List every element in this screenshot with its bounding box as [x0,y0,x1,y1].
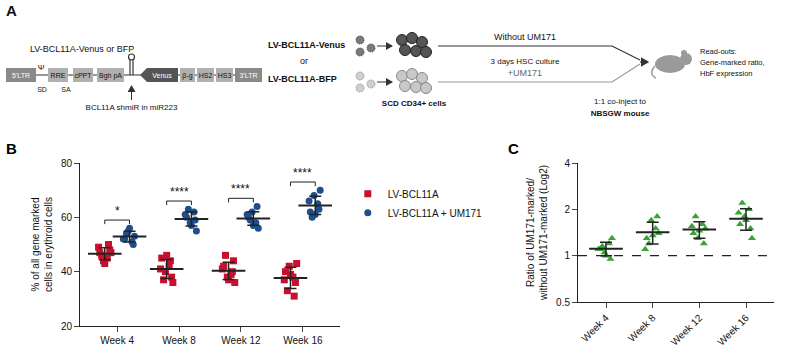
svg-text:*: * [115,204,120,218]
svg-text:Week 16: Week 16 [283,335,323,346]
svg-text:Week 12: Week 12 [221,335,261,346]
svg-text:****: **** [231,182,250,196]
svg-text:Ψ: Ψ [38,63,45,72]
svg-text:β-g: β-g [182,72,192,80]
html-text:B: B [6,140,17,157]
svg-text:0.5: 0.5 [556,297,570,308]
svg-text:Week 8: Week 8 [162,335,196,346]
svg-text:40: 40 [61,266,73,277]
svg-text:HS3: HS3 [218,72,232,79]
svg-text:LV-BCL11A + UM171: LV-BCL11A + UM171 [388,208,482,219]
svg-text:Gene-marked ratio,: Gene-marked ratio, [700,58,765,67]
svg-text:80: 80 [61,158,73,169]
svg-text:Read-outs:: Read-outs: [700,47,737,56]
svg-text:4: 4 [564,158,570,169]
svg-text:NBSGW mouse: NBSGW mouse [591,109,650,118]
svg-text:5'LTR: 5'LTR [12,72,30,79]
svg-text:Week 4: Week 4 [579,312,611,344]
svg-text:BCL11A shmiR in miR223: BCL11A shmiR in miR223 [86,103,178,112]
svg-text:cPPT: cPPT [74,72,92,79]
svg-text:Bgh pA: Bgh pA [99,72,122,80]
svg-text:HbF expression: HbF expression [700,69,753,78]
svg-text:****: **** [293,166,312,180]
svg-text:+UM171: +UM171 [508,68,542,78]
svg-text:SA: SA [61,86,71,93]
svg-text:HS2: HS2 [199,72,213,79]
svg-text:3 days HSC culture: 3 days HSC culture [491,57,560,66]
svg-text:SD: SD [37,86,47,93]
svg-text:LV-BCL11A-BFP: LV-BCL11A-BFP [268,74,337,84]
svg-text:60: 60 [61,212,73,223]
svg-text:or: or [300,56,308,66]
svg-text:Ratio of UM171-marked/without: Ratio of UM171-marked/without UM171-mark… [525,165,549,301]
svg-text:1: 1 [564,250,570,261]
svg-text:LV-BCL11A-Venus: LV-BCL11A-Venus [268,40,345,50]
svg-text:2: 2 [564,204,570,215]
svg-text:Without UM171: Without UM171 [494,32,556,42]
svg-text:LV-BCL11A: LV-BCL11A [388,189,439,200]
svg-text:A: A [6,2,17,19]
svg-text:Week 8: Week 8 [626,312,658,344]
html-text:C: C [508,140,519,157]
svg-text:3'LTR: 3'LTR [240,72,258,79]
svg-text:Venus: Venus [152,72,172,79]
svg-text:****: **** [170,185,189,199]
svg-text:SCD CD34+ cells: SCD CD34+ cells [382,99,447,108]
svg-text:Week 16: Week 16 [715,312,751,348]
svg-text:% of all gene markedcells in e: % of all gene markedcells in erythroid c… [30,197,54,292]
svg-text:1:1 co-inject to: 1:1 co-inject to [594,97,647,106]
svg-text:20: 20 [61,321,73,332]
svg-text:LV-BCL11A-Venus or BFP: LV-BCL11A-Venus or BFP [30,44,134,54]
svg-text:Week 12: Week 12 [669,312,705,348]
svg-text:Week 4: Week 4 [100,335,134,346]
svg-text:RRE: RRE [51,72,66,79]
